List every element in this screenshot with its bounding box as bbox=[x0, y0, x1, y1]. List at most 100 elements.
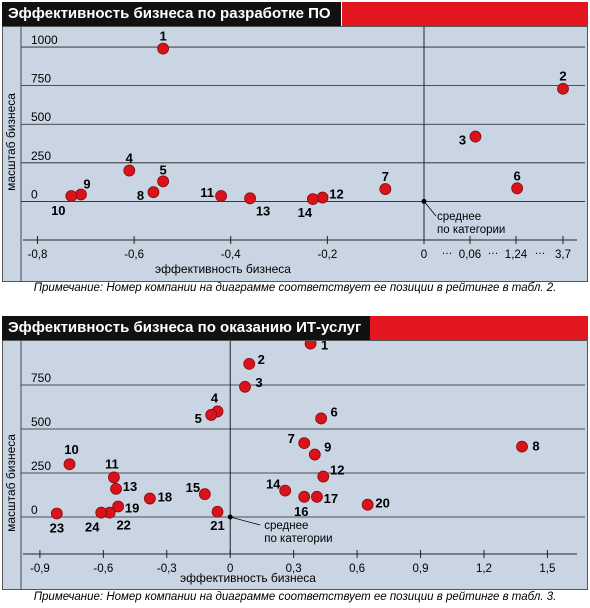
chart-note: Примечание: Номер компании на диаграмме … bbox=[33, 591, 557, 603]
point-label: 1 bbox=[159, 29, 166, 44]
data-point bbox=[143, 492, 156, 505]
point-label: 9 bbox=[324, 440, 331, 455]
data-point bbox=[108, 471, 120, 484]
plot-area: 0 250 500 750 -0,9 -0,6 -0,3 0 0,3 0,6 0,9 1,2 1,5 эф… bbox=[2, 340, 588, 590]
data-point bbox=[315, 412, 328, 425]
scatter-plot-software: 0 250 500 750 1000 -0,8 -0,6 -0,4 -0,2 0 0,06 1,24 3… bbox=[4, 27, 585, 281]
x-tick-label: 3,7 bbox=[555, 249, 571, 261]
point-label: 12 bbox=[329, 187, 343, 202]
x-tick-label: 1,24 bbox=[505, 249, 528, 261]
y-tick-label: 250 bbox=[31, 459, 51, 473]
point-label: 4 bbox=[211, 390, 219, 405]
origin-label: среднее bbox=[437, 211, 481, 223]
chart-title-bar: Эффективность бизнеса по оказанию ИТ-усл… bbox=[2, 316, 588, 340]
point-label: 17 bbox=[324, 491, 338, 506]
data-point bbox=[244, 192, 256, 205]
x-tick-label: -0,2 bbox=[317, 249, 337, 261]
y-tick-label: 250 bbox=[31, 149, 51, 163]
data-point bbox=[306, 193, 319, 205]
point-label: 6 bbox=[514, 168, 521, 183]
point-label: 10 bbox=[51, 203, 65, 218]
data-point bbox=[304, 341, 317, 350]
origin-label: по категории bbox=[437, 224, 505, 236]
data-point bbox=[50, 507, 63, 520]
point-label: 14 bbox=[266, 477, 281, 492]
title-accent-bar bbox=[370, 316, 588, 340]
point-label: 3 bbox=[459, 133, 466, 148]
y-axis-title: масштаб бизнеса bbox=[4, 93, 18, 191]
origin-label: среднее bbox=[264, 520, 308, 532]
data-point bbox=[557, 82, 569, 95]
point-label: 10 bbox=[64, 442, 78, 457]
axis-break-mark: … bbox=[442, 245, 453, 257]
axis-break-mark: … bbox=[535, 245, 546, 257]
x-tick-label: 0,9 bbox=[413, 563, 429, 575]
point-label: 7 bbox=[382, 169, 389, 184]
x-axis-title: эффективность бизнеса bbox=[180, 571, 316, 585]
point-label: 9 bbox=[83, 176, 90, 191]
data-point bbox=[205, 409, 218, 421]
data-point bbox=[157, 175, 170, 188]
point-label: 2 bbox=[559, 69, 566, 84]
data-point bbox=[243, 357, 256, 370]
data-point bbox=[63, 458, 76, 471]
y-tick-label: 1000 bbox=[31, 33, 58, 47]
x-tick-label: -0,9 bbox=[30, 563, 50, 575]
chart-panel-services: Эффективность бизнеса по оказанию ИТ-усл… bbox=[0, 316, 590, 608]
x-axis-title: эффективность бизнеса bbox=[155, 262, 291, 276]
point-label: 11 bbox=[105, 456, 119, 471]
data-point bbox=[379, 183, 392, 195]
point-label: 2 bbox=[258, 352, 265, 367]
x-tick-label: 0,3 bbox=[286, 563, 302, 575]
x-tick-label: 0,6 bbox=[349, 563, 365, 575]
x-tick-label: 0 bbox=[421, 249, 427, 261]
point-label: 5 bbox=[159, 162, 166, 177]
data-point bbox=[516, 440, 528, 453]
x-tick-label: -0,4 bbox=[221, 249, 241, 261]
point-label: 5 bbox=[195, 411, 202, 426]
point-label: 24 bbox=[85, 520, 100, 535]
origin-leader-line bbox=[230, 516, 261, 526]
data-point bbox=[469, 130, 482, 143]
point-label: 13 bbox=[123, 479, 137, 494]
chart-panel-software: Эффективность бизнеса по разработке ПО 0… bbox=[0, 2, 590, 300]
title-accent-bar bbox=[342, 2, 588, 26]
data-point bbox=[361, 498, 374, 511]
scatter-plot-services: 0 250 500 750 -0,9 -0,6 -0,3 0 0,3 0,6 0,9 1,2 1,5 эф… bbox=[4, 341, 585, 589]
point-label: 22 bbox=[116, 518, 130, 533]
data-point bbox=[298, 490, 311, 503]
point-label: 23 bbox=[50, 521, 64, 536]
y-tick-label: 750 bbox=[31, 371, 51, 385]
plot-area: 0 250 500 750 1000 -0,8 -0,6 -0,4 -0,2 0 0,06 1,24 3… bbox=[2, 26, 588, 282]
x-tick-label: 0,06 bbox=[459, 249, 481, 261]
point-label: 21 bbox=[210, 518, 224, 533]
data-point bbox=[211, 505, 224, 518]
data-point bbox=[110, 482, 122, 495]
data-point bbox=[198, 488, 211, 501]
point-label: 19 bbox=[125, 500, 139, 515]
point-label: 15 bbox=[186, 480, 200, 495]
chart-title: Эффективность бизнеса по разработке ПО bbox=[2, 2, 341, 26]
data-point bbox=[215, 190, 227, 202]
x-tick-label: -0,6 bbox=[93, 563, 113, 575]
data-point bbox=[308, 448, 321, 461]
y-axis-title: масштаб бизнеса bbox=[4, 434, 18, 532]
data-point bbox=[95, 506, 108, 519]
x-tick-label: -0,8 bbox=[28, 249, 48, 261]
point-label: 1 bbox=[321, 341, 328, 353]
chart-title-bar: Эффективность бизнеса по разработке ПО bbox=[2, 2, 588, 26]
x-tick-label: 1,5 bbox=[539, 563, 555, 575]
point-label: 16 bbox=[294, 504, 308, 519]
data-point bbox=[112, 500, 125, 513]
data-point bbox=[311, 490, 323, 503]
point-label: 14 bbox=[298, 205, 313, 220]
y-tick-label: 0 bbox=[31, 503, 38, 517]
data-point bbox=[65, 190, 78, 202]
x-tick-label: -0,6 bbox=[124, 249, 144, 261]
y-tick-label: 0 bbox=[31, 187, 38, 201]
data-point bbox=[298, 437, 311, 449]
data-point bbox=[317, 470, 330, 483]
data-point bbox=[279, 484, 292, 497]
point-label: 11 bbox=[200, 185, 214, 200]
point-label: 18 bbox=[158, 490, 172, 505]
